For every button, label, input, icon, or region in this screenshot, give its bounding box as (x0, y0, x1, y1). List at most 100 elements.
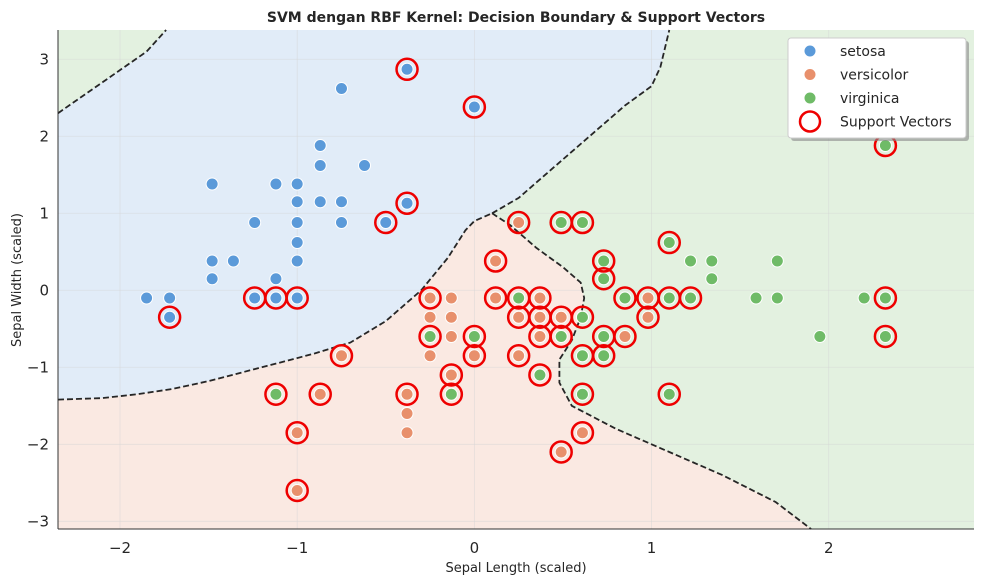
support-vector-ring (285, 420, 309, 445)
support-vector-ring (506, 210, 531, 235)
support-vector-ring (395, 382, 419, 406)
data-point-versicolor (423, 349, 437, 363)
support-vector-ring (657, 382, 682, 406)
data-point-versicolor (554, 445, 568, 459)
data-point-setosa (290, 195, 304, 209)
data-point-setosa (358, 159, 372, 173)
support-vector-ring (439, 382, 464, 406)
data-point-setosa (269, 291, 283, 305)
x-axis-label: Sepal Length (scaled) (445, 561, 586, 576)
data-point-virginica (512, 291, 526, 305)
support-vector-ring (570, 305, 595, 329)
data-point-versicolor (290, 426, 304, 440)
legend-marker-support-vectors (798, 110, 822, 133)
legend-marker-versicolor (803, 68, 817, 81)
support-vector-ring (549, 324, 573, 349)
support-vector-ring (462, 343, 487, 368)
support-vector-ring (528, 286, 552, 310)
data-point-virginica (597, 329, 611, 343)
support-vector-ring (528, 363, 552, 387)
data-point-versicolor (533, 329, 547, 343)
data-point-setosa (226, 254, 240, 268)
data-point-versicolor (423, 291, 437, 305)
support-vector-ring (678, 286, 703, 310)
legend-marker-setosa (803, 44, 817, 58)
data-point-versicolor (334, 349, 348, 363)
decision-boundaries (57, 29, 812, 530)
data-point-virginica (662, 291, 676, 305)
chart-title: SVM dengan RBF Kernel: Decision Boundary… (267, 10, 765, 26)
data-point-setosa (290, 177, 304, 191)
data-point-versicolor (489, 291, 503, 305)
decision-boundary-line (491, 29, 671, 215)
y-tick-label: 0 (39, 281, 49, 299)
data-point-virginica (597, 254, 611, 268)
data-point-virginica (533, 368, 547, 382)
data-point-versicolor (400, 406, 414, 420)
data-point-setosa (290, 254, 304, 268)
data-point-versicolor (444, 310, 458, 324)
support-vector-ring (483, 286, 508, 310)
data-point-virginica (749, 291, 763, 305)
support-vector-ring (264, 382, 288, 406)
support-vector-ring (462, 95, 487, 119)
support-vector-ring (873, 324, 898, 349)
data-point-versicolor (512, 310, 526, 324)
data-point-virginica (705, 272, 719, 286)
data-point-virginica (878, 291, 892, 305)
x-tick-label: 1 (647, 539, 657, 557)
legend-label: setosa (840, 44, 886, 60)
data-point-setosa (334, 216, 348, 230)
data-point-virginica (597, 272, 611, 286)
x-tick-label: 0 (470, 539, 480, 557)
data-point-setosa (334, 195, 348, 209)
data-point-versicolor (467, 349, 481, 363)
data-points (140, 62, 892, 497)
data-point-virginica (857, 291, 871, 305)
data-point-virginica (813, 329, 827, 343)
support-vector-rings (157, 57, 898, 503)
data-point-virginica (444, 387, 458, 401)
data-point-versicolor (641, 310, 655, 324)
support-vector-ring (657, 230, 682, 255)
y-axis-label: Sepal Width (scaled) (10, 213, 25, 347)
data-point-virginica (423, 329, 437, 343)
support-vector-ring (439, 363, 464, 387)
data-point-versicolor (400, 387, 414, 401)
y-tick-label: 3 (39, 50, 49, 68)
support-vector-ring (308, 382, 332, 406)
y-tick-label: −2 (27, 435, 49, 453)
data-point-setosa (248, 291, 262, 305)
data-point-setosa (313, 159, 327, 173)
support-vector-ring (591, 343, 616, 368)
data-point-setosa (290, 216, 304, 230)
data-point-versicolor (533, 310, 547, 324)
data-point-virginica (597, 349, 611, 363)
data-point-versicolor (554, 310, 568, 324)
data-point-setosa (379, 216, 393, 230)
data-point-virginica (878, 329, 892, 343)
support-vector-ring (285, 286, 309, 310)
data-point-virginica (684, 291, 698, 305)
legend-label: Support Vectors (840, 115, 952, 131)
x-tick-label: −2 (109, 539, 131, 557)
support-vector-ring (613, 324, 637, 349)
data-point-setosa (269, 272, 283, 286)
data-point-versicolor (533, 291, 547, 305)
data-point-setosa (400, 62, 414, 76)
data-point-versicolor (512, 216, 526, 230)
data-point-setosa (334, 82, 348, 96)
data-point-versicolor (290, 483, 304, 497)
support-vector-ring (418, 324, 442, 349)
legend-label: virginica (840, 91, 900, 107)
data-point-versicolor (641, 291, 655, 305)
support-vector-ring (483, 249, 508, 273)
data-point-virginica (770, 254, 784, 268)
data-point-versicolor (313, 387, 327, 401)
support-vector-ring (395, 191, 419, 216)
support-vector-ring (591, 266, 616, 291)
support-vector-ring (157, 305, 182, 329)
data-point-versicolor (489, 254, 503, 268)
data-point-virginica (269, 387, 283, 401)
x-tick-label: 2 (824, 539, 834, 557)
